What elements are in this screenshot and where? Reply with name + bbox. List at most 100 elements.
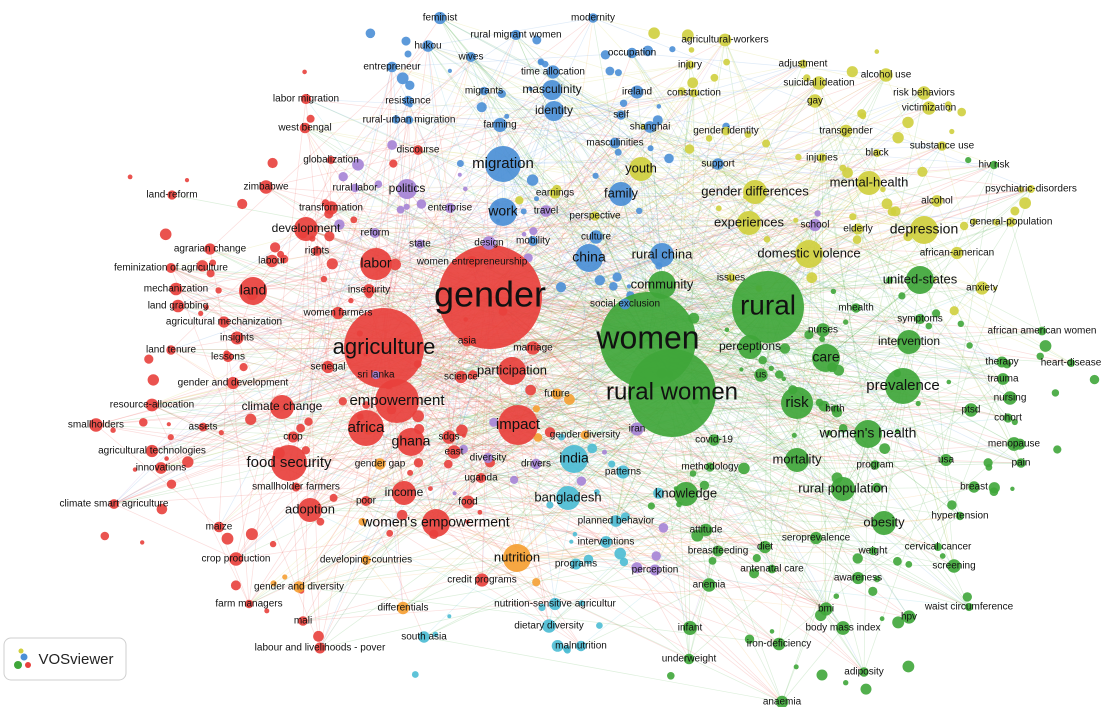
edge [202, 397, 1011, 428]
node-label: rural labor [332, 183, 378, 194]
edge [821, 157, 876, 466]
node [548, 597, 562, 611]
minor-node [614, 69, 622, 77]
node [649, 564, 661, 576]
edge [781, 385, 904, 703]
edge [236, 337, 649, 341]
edge [383, 347, 707, 531]
logo-text: VOSviewer [38, 651, 113, 668]
node-label: identity [535, 103, 573, 117]
node-label: entrepreneur [363, 62, 421, 73]
node [475, 573, 489, 587]
edge [647, 339, 1022, 464]
minor-node [463, 186, 468, 192]
minor-node [401, 36, 411, 46]
edge [671, 392, 865, 673]
edge [511, 330, 1043, 372]
node-label: transformation [299, 203, 363, 214]
node-label: injuries [806, 153, 838, 164]
minor-node [546, 501, 554, 509]
minor-node [699, 480, 710, 490]
minor-node [215, 287, 222, 294]
edge [408, 119, 616, 144]
edge [252, 163, 504, 292]
minor-node [667, 672, 675, 680]
node-label: care [812, 349, 839, 365]
edge [647, 74, 887, 341]
edge [236, 337, 649, 341]
minor-node [705, 135, 713, 142]
nodes [89, 11, 1075, 707]
edge [316, 232, 376, 252]
edge [588, 145, 943, 259]
node-label: issues [717, 273, 745, 284]
node [902, 610, 916, 624]
edge [502, 114, 622, 165]
edge [620, 114, 810, 255]
minor-node [525, 384, 536, 396]
node [374, 458, 386, 470]
edge [717, 287, 983, 552]
node [397, 179, 417, 199]
minor-node [396, 509, 408, 521]
node [89, 418, 103, 432]
minor-node [619, 99, 628, 108]
node [726, 273, 736, 283]
node-label: prevalence [866, 377, 939, 394]
node [610, 515, 622, 527]
edge [467, 501, 874, 552]
node-label: rural [740, 289, 796, 320]
minor-node [592, 172, 599, 179]
node-label: enterprise [428, 203, 473, 214]
edge [151, 229, 925, 406]
minor-node [744, 130, 752, 138]
edge [298, 459, 798, 588]
node [528, 236, 538, 246]
node-label: dietary diversity [514, 621, 583, 632]
minor-node [456, 424, 468, 437]
edge [481, 488, 844, 581]
edge [863, 433, 869, 673]
node-label: land tenure [146, 345, 196, 356]
minor-node [396, 205, 405, 214]
node [996, 356, 1008, 368]
node [348, 410, 384, 446]
edge [647, 152, 878, 341]
minor-node [578, 600, 585, 606]
edge [427, 45, 554, 73]
edge [771, 459, 798, 570]
minor-node [619, 557, 629, 567]
edge [489, 296, 921, 320]
minor-node [468, 370, 478, 380]
edge [553, 63, 804, 112]
minor-node [416, 199, 427, 209]
node-label: breast [960, 482, 988, 493]
node [590, 211, 600, 221]
edge [580, 385, 904, 647]
edge [410, 441, 550, 627]
edge [842, 459, 947, 490]
edge [113, 347, 385, 505]
edge [941, 145, 1003, 363]
edge [548, 493, 687, 627]
node [540, 205, 552, 217]
node [630, 422, 644, 436]
edge [408, 114, 622, 121]
node-label: labor [360, 255, 391, 271]
edge [825, 433, 869, 610]
node [1016, 458, 1026, 468]
edge [902, 385, 955, 567]
edge [374, 232, 798, 404]
edge [175, 168, 642, 290]
edge [288, 462, 582, 647]
edge [483, 64, 691, 92]
node-label: diet [757, 542, 773, 553]
minor-node [860, 683, 872, 695]
node-label: psychiatric-disorders [985, 184, 1077, 195]
edge [304, 127, 750, 224]
edge [316, 250, 798, 404]
node-label: labour [258, 256, 286, 267]
minor-node [391, 115, 401, 124]
node-label: covid-19 [695, 435, 733, 446]
minor-node [803, 74, 811, 82]
